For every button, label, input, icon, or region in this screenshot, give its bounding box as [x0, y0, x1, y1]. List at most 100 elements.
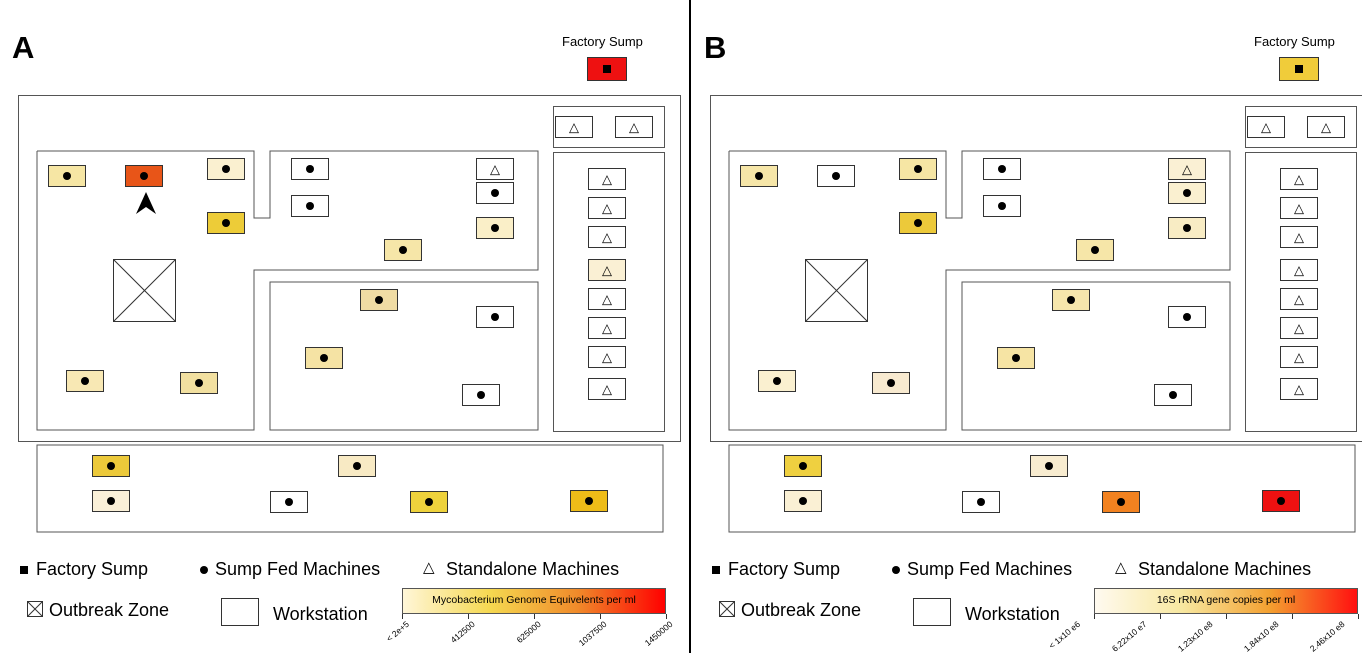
square-icon	[712, 566, 720, 574]
standalone-machine[interactable]: △	[1280, 197, 1318, 219]
dot-icon	[832, 172, 840, 180]
colorbar-tick	[1160, 614, 1161, 619]
factory-sump-box[interactable]	[587, 57, 627, 81]
lower-room-outline	[728, 444, 1356, 533]
sump-fed-machine[interactable]	[570, 490, 608, 512]
outbreak-zone	[804, 258, 869, 323]
dot-icon	[1091, 246, 1099, 254]
sump-fed-machine[interactable]	[92, 490, 130, 512]
dot-icon	[320, 354, 328, 362]
sump-fed-machine[interactable]	[1102, 491, 1140, 513]
sump-fed-machine[interactable]	[338, 455, 376, 477]
factory-sump-title: Factory Sump	[1254, 34, 1335, 49]
sump-fed-machine[interactable]	[784, 455, 822, 477]
sump-fed-machine[interactable]	[1030, 455, 1068, 477]
sump-fed-machine[interactable]	[125, 165, 163, 187]
sump-fed-machine[interactable]	[1168, 217, 1206, 239]
standalone-machine[interactable]: △	[1247, 116, 1285, 138]
standalone-machine[interactable]: △	[588, 378, 626, 400]
sump-fed-machine[interactable]	[291, 158, 329, 180]
triangle-icon: △	[1182, 161, 1192, 177]
sump-fed-machine[interactable]	[983, 195, 1021, 217]
standalone-machine[interactable]: △	[588, 288, 626, 310]
factory-floor	[710, 95, 1362, 442]
dot-icon	[799, 497, 807, 505]
sump-fed-machine[interactable]	[983, 158, 1021, 180]
sump-fed-machine[interactable]	[962, 491, 1000, 513]
sump-fed-machine[interactable]	[360, 289, 398, 311]
standalone-machine[interactable]: △	[1307, 116, 1345, 138]
crossed-box-icon	[26, 600, 44, 618]
standalone-machine[interactable]: △	[588, 259, 626, 281]
standalone-machine[interactable]: △	[1280, 259, 1318, 281]
sump-fed-machine[interactable]	[66, 370, 104, 392]
dot-icon	[1183, 224, 1191, 232]
standalone-bay-top	[1245, 106, 1357, 148]
sump-fed-machine[interactable]	[899, 212, 937, 234]
dot-icon	[755, 172, 763, 180]
colorbar: 16S rRNA gene copies per ml	[1094, 588, 1358, 614]
standalone-machine[interactable]: △	[588, 168, 626, 190]
dot-icon	[491, 189, 499, 197]
sump-fed-machine[interactable]	[476, 182, 514, 204]
sump-fed-machine[interactable]	[92, 455, 130, 477]
standalone-machine[interactable]: △	[588, 197, 626, 219]
arrowhead-shape	[136, 192, 156, 214]
sump-fed-machine[interactable]	[476, 217, 514, 239]
standalone-machine[interactable]: △	[588, 317, 626, 339]
sump-fed-machine[interactable]	[1168, 306, 1206, 328]
dot-icon	[491, 313, 499, 321]
standalone-machine[interactable]: △	[1280, 168, 1318, 190]
triangle-icon: △	[602, 200, 612, 216]
sump-fed-machine[interactable]	[817, 165, 855, 187]
standalone-machine[interactable]: △	[1168, 158, 1206, 180]
factory-sump-box[interactable]	[1279, 57, 1319, 81]
legend-sump-fed: Sump Fed Machines	[215, 559, 381, 579]
sump-fed-machine[interactable]	[784, 490, 822, 512]
dot-icon	[1117, 498, 1125, 506]
square-icon	[20, 566, 28, 574]
sump-fed-machine[interactable]	[270, 491, 308, 513]
sump-fed-machine[interactable]	[180, 372, 218, 394]
sump-fed-machine[interactable]	[899, 158, 937, 180]
sump-fed-machine[interactable]	[207, 158, 245, 180]
sump-fed-machine[interactable]	[1262, 490, 1300, 512]
dot-icon	[353, 462, 361, 470]
sump-fed-machine[interactable]	[48, 165, 86, 187]
standalone-machine[interactable]: △	[476, 158, 514, 180]
sump-fed-machine[interactable]	[384, 239, 422, 261]
standalone-machine[interactable]: △	[588, 226, 626, 248]
sump-fed-machine[interactable]	[291, 195, 329, 217]
standalone-machine[interactable]: △	[1280, 226, 1318, 248]
legend-workstation: Workstation	[965, 604, 1060, 624]
standalone-machine[interactable]: △	[555, 116, 593, 138]
dot-icon	[63, 172, 71, 180]
sump-fed-machine[interactable]	[1154, 384, 1192, 406]
standalone-machine[interactable]: △	[1280, 378, 1318, 400]
dot-icon	[107, 497, 115, 505]
standalone-machine[interactable]: △	[1280, 288, 1318, 310]
sump-fed-machine[interactable]	[1076, 239, 1114, 261]
sump-fed-machine[interactable]	[1052, 289, 1090, 311]
triangle-icon: △	[1261, 119, 1271, 135]
room-outlines	[36, 150, 664, 533]
standalone-machine[interactable]: △	[615, 116, 653, 138]
dot-icon	[195, 379, 203, 387]
sump-fed-machine[interactable]	[305, 347, 343, 369]
sump-fed-machine[interactable]	[410, 491, 448, 513]
crossed-box-icon	[112, 258, 177, 323]
sump-fed-machine[interactable]	[872, 372, 910, 394]
sump-fed-machine[interactable]	[997, 347, 1035, 369]
sump-fed-machine[interactable]	[1168, 182, 1206, 204]
lower-room-outline	[36, 444, 664, 533]
standalone-machine[interactable]: △	[1280, 317, 1318, 339]
dot-icon	[1183, 189, 1191, 197]
sump-fed-machine[interactable]	[462, 384, 500, 406]
sump-fed-machine[interactable]	[740, 165, 778, 187]
standalone-machine[interactable]: △	[588, 346, 626, 368]
sump-fed-machine[interactable]	[476, 306, 514, 328]
triangle-icon: △	[602, 229, 612, 245]
standalone-machine[interactable]: △	[1280, 346, 1318, 368]
sump-fed-machine[interactable]	[758, 370, 796, 392]
sump-fed-machine[interactable]	[207, 212, 245, 234]
